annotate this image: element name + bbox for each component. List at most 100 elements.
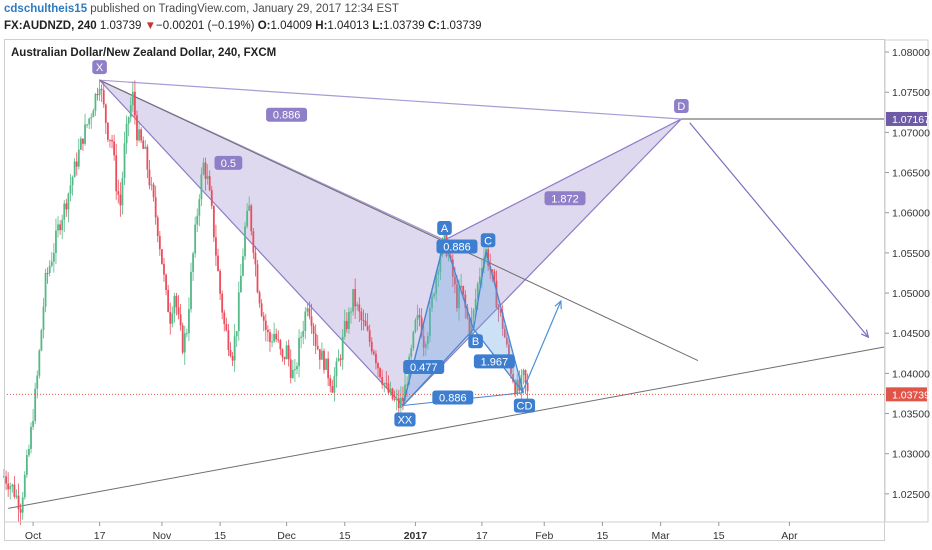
candle-body — [117, 191, 120, 195]
point-label-c: C — [484, 235, 492, 247]
candle-body — [399, 397, 402, 409]
candle-body — [389, 388, 392, 393]
candle-body — [416, 315, 419, 320]
price-marker-2: 1.03739 — [892, 389, 930, 401]
candle-body — [144, 146, 147, 149]
candle-body — [472, 309, 475, 318]
candle-body — [447, 255, 450, 257]
candle-body — [493, 271, 496, 281]
candle-body — [393, 398, 396, 400]
candle-body — [73, 161, 76, 178]
publish-info: cdschultheis15 published on TradingView.… — [4, 3, 399, 15]
candle-body — [167, 289, 170, 312]
time-tick-label: Nov — [153, 530, 172, 542]
candle-body — [474, 298, 477, 310]
candle-body — [518, 379, 521, 391]
candle-body — [115, 155, 118, 192]
candle-body — [11, 484, 14, 487]
point-label-xx-box — [394, 412, 416, 427]
point-label-b-box — [468, 334, 483, 349]
candle-body — [163, 263, 165, 275]
candle-body — [171, 313, 174, 324]
candle-body — [206, 176, 209, 179]
candle-body — [30, 426, 32, 449]
author-link[interactable]: cdschultheis15 — [4, 3, 88, 15]
candle-body — [225, 323, 228, 331]
candle-body — [134, 91, 136, 116]
candle-body — [289, 359, 292, 378]
candle-body — [52, 252, 55, 262]
price-axis: 1.08000 1.07500 1.07000 1.06500 1.06000 1.055… — [884, 39, 930, 523]
candle-body — [397, 398, 400, 409]
candle-body — [491, 269, 494, 272]
candle-body — [370, 341, 373, 352]
close-label: C: — [427, 20, 440, 32]
symbol-quote: FX:AUDNZD, 240 1.03739 ▼−0.00201 (−0.19%… — [4, 20, 482, 32]
candle-body — [512, 374, 514, 382]
price-tick-label: 1.08000 — [892, 47, 930, 59]
symbol-label[interactable]: FX:AUDNZD, 240 — [4, 20, 97, 32]
candle-body — [248, 205, 251, 211]
candle-body — [310, 316, 313, 326]
point-label-a: A — [441, 223, 449, 235]
candle-body — [57, 224, 59, 231]
candle-body — [406, 384, 408, 386]
candle-body — [453, 276, 456, 285]
candle-body — [210, 190, 213, 206]
harmonic-leg-xd — [99, 79, 682, 120]
candle-body — [426, 335, 429, 345]
candle-body — [212, 205, 215, 238]
candle-body — [204, 162, 207, 179]
candle-body — [173, 295, 176, 314]
price-tick-label: 1.03500 — [892, 409, 930, 421]
projection-arrow-head-2 — [554, 299, 562, 310]
candle-body — [102, 90, 105, 105]
candle-body — [368, 330, 371, 342]
candle-body — [63, 203, 66, 220]
candle-body — [242, 256, 244, 276]
candle-body — [505, 337, 508, 345]
candle-body — [46, 272, 49, 274]
candle-body — [36, 375, 39, 389]
candle-body — [468, 317, 471, 336]
trend-line-1 — [8, 346, 886, 509]
time-tick-label: Feb — [535, 530, 553, 542]
candle-body — [219, 270, 221, 294]
candle-body — [123, 143, 126, 179]
candle-body — [451, 259, 454, 277]
candle-body — [50, 261, 53, 266]
candle-body — [59, 224, 62, 231]
time-tick-label: 17 — [94, 530, 106, 542]
candle-body — [470, 317, 473, 336]
candle-body — [208, 176, 211, 191]
candle-body — [185, 333, 188, 335]
low-value: 1.03739 — [383, 20, 425, 32]
candle-body — [497, 307, 500, 310]
price-tick-label: 1.06500 — [892, 168, 930, 180]
candle-body — [15, 495, 18, 497]
candle-body — [165, 274, 167, 290]
point-label-b: B — [472, 336, 479, 348]
candle-body — [387, 383, 390, 393]
candle-body — [84, 124, 86, 144]
price-tick-label: 1.04500 — [892, 328, 930, 340]
candle-body — [28, 448, 30, 456]
small-ratio-label-1-box — [436, 239, 478, 254]
projection-arrow-head-1 — [860, 329, 870, 339]
candle-body — [231, 356, 234, 361]
price-tick-label: 1.03000 — [892, 449, 930, 461]
open-value: 1.04009 — [270, 20, 313, 32]
big-ratio-label-2: 0.5 — [221, 158, 236, 170]
candle-body — [69, 185, 72, 194]
point-label-cd: CD — [517, 401, 533, 413]
candle-body — [352, 289, 354, 312]
candle-body — [499, 309, 502, 313]
price-tick-label: 1.06000 — [892, 208, 930, 220]
candle-body — [466, 307, 469, 318]
last-price: 1.03739 — [99, 20, 142, 32]
candle-body — [327, 358, 330, 379]
candle-body — [13, 484, 16, 497]
candle-body — [7, 483, 10, 490]
candle-body — [98, 88, 101, 96]
